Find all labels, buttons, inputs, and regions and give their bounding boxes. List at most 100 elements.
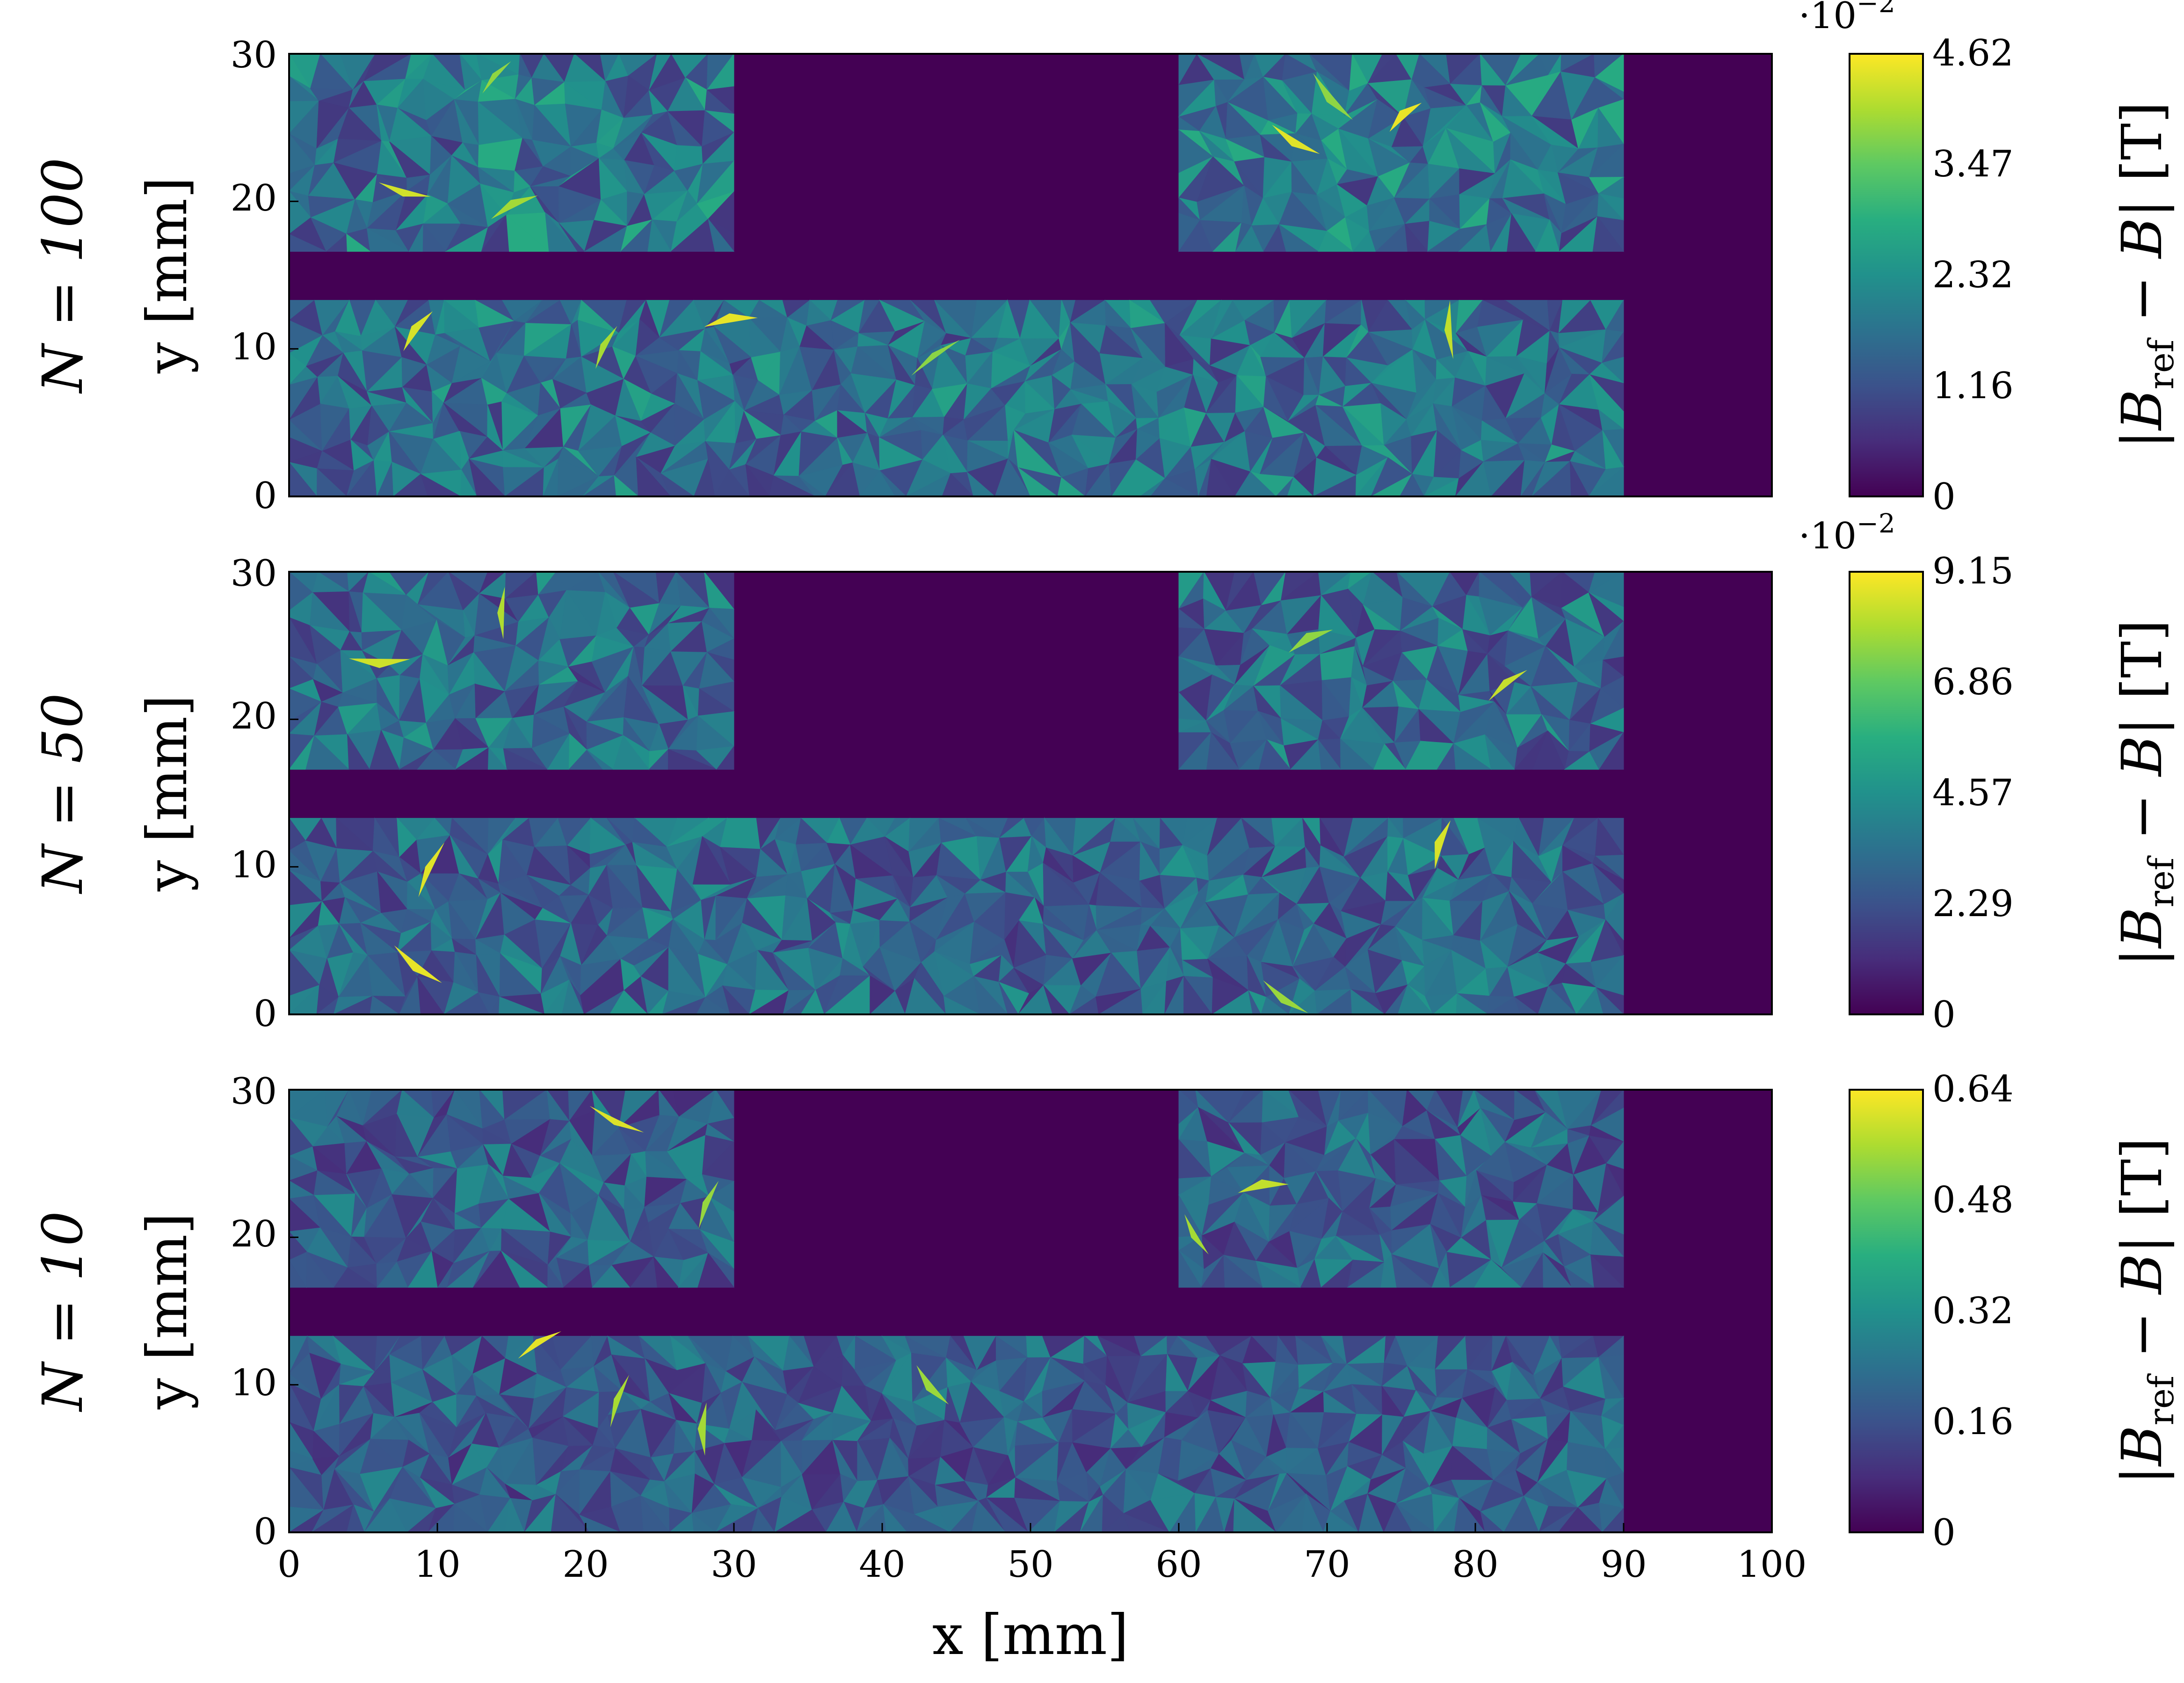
panel-3-colorbar: [1849, 1089, 1924, 1533]
mesh-element: [422, 223, 446, 252]
panel-3-core-bottom: [288, 1331, 1625, 1533]
panel-2-cbar-tick-1: 2.29: [1932, 883, 2014, 925]
panel-1: N = 100 y [mm] 0 10 20 30 0 1.16 2.32 3.…: [30, 0, 2182, 518]
panel-2-cbar-scale: ·10−2: [1799, 509, 1895, 557]
panel-1-cbar-scale: ·10−2: [1799, 0, 1895, 37]
mesh-element: [1206, 732, 1240, 770]
panel-3: N = 10 y [mm] 0 10 20 30 0 10 20 30 40 5…: [30, 1068, 2182, 1667]
mesh-element: [1592, 216, 1624, 252]
panel-2-coil-top-right: [1178, 571, 1625, 771]
mesh-element: [1278, 224, 1319, 252]
panel-1-ytick-30: 30: [231, 34, 277, 76]
panel-1-ytick-20: 20: [231, 177, 277, 219]
mesh-element: [1373, 743, 1407, 770]
mesh-element: [305, 735, 350, 770]
mesh-element: [366, 228, 409, 252]
xtick-10: 10: [414, 1544, 460, 1586]
panel-3-yticks: 0 10 20 30: [231, 1071, 277, 1553]
panel-1-cbar-tick-1: 1.16: [1932, 365, 2014, 407]
panel-2-frame: [288, 571, 1773, 1015]
panel-1-plot: [288, 53, 1773, 497]
panel-2-core-bottom: [288, 817, 1625, 1015]
hotspot-element: [1313, 73, 1353, 120]
xtick-40: 40: [859, 1544, 905, 1586]
panel-3-cbar-tick-4: 0.64: [1932, 1068, 2014, 1110]
hotspot-element: [482, 61, 511, 94]
panel-2-cbar-ticks: 0 2.29 4.57 6.86 9.15: [1932, 550, 2014, 1036]
panel-2-cbar-label: |Bref − B| [T]: [2110, 619, 2182, 967]
panel-3-coil-top-right: [1178, 1089, 1625, 1289]
hotspot-element: [1435, 820, 1451, 869]
mesh-element: [697, 1253, 735, 1288]
panel-1-cbar-label: |Bref − B| [T]: [2110, 102, 2182, 449]
panel-1-cbar-tick-3: 3.47: [1932, 143, 2014, 185]
mesh-element: [1535, 219, 1560, 252]
panel-2-ytick-30: 30: [231, 553, 277, 595]
xtick-80: 80: [1452, 1544, 1498, 1586]
hotspot-element: [394, 945, 442, 983]
mesh-element: [346, 233, 371, 252]
panel-3-cbar-ticks: 0 0.16 0.32 0.48 0.64: [1932, 1068, 2014, 1554]
panel-2-cbar-tick-3: 6.86: [1932, 661, 2014, 703]
mesh-element: [1318, 231, 1354, 252]
panel-3-cbar-tick-1: 0.16: [1932, 1401, 2014, 1443]
panel-3-ytick-0: 0: [254, 1511, 277, 1553]
mesh-element: [647, 219, 672, 252]
panel-3-cbar-tick-0: 0: [1932, 1512, 1956, 1554]
mesh-element: [1404, 223, 1429, 252]
xtick-50: 50: [1007, 1544, 1053, 1586]
panel-2-ytick-10: 10: [231, 844, 277, 886]
hotspot-element: [1263, 980, 1308, 1013]
mesh-element: [503, 748, 548, 770]
mesh-element: [347, 733, 370, 770]
mesh-element: [334, 1267, 378, 1288]
hotspot-element: [1272, 124, 1320, 154]
xtick-0: 0: [277, 1544, 301, 1586]
panel-3-label: N = 10: [30, 1211, 95, 1412]
panel-2: N = 50 y [mm] 0 10 20 30 0 2.29 4.57 6.8…: [30, 509, 2182, 1036]
panel-2-cbar-tick-0: 0: [1932, 994, 1956, 1036]
hotspot-element: [589, 1106, 644, 1133]
hotspot-element: [348, 658, 410, 668]
mesh-element: [369, 729, 400, 770]
panel-3-ytick-20: 20: [231, 1213, 277, 1255]
panel-2-ylabel: y [mm]: [135, 695, 199, 892]
hotspot-element: [378, 182, 431, 197]
panel-3-xticks: 0 10 20 30 40 50 60 70 80 90 100: [277, 1544, 1807, 1586]
panel-1-colorbar: [1849, 53, 1924, 497]
panel-3-ylabel: y [mm]: [135, 1213, 199, 1410]
panel-2-cbar-tick-2: 4.57: [1932, 772, 2014, 814]
panel-1-core-bottom: [288, 299, 1625, 497]
hotspot-element: [497, 587, 505, 640]
hotspot-element: [418, 842, 445, 897]
mesh-element: [587, 750, 614, 770]
hotspot-element: [704, 313, 758, 327]
mesh-element: [1532, 730, 1565, 770]
xtick-60: 60: [1155, 1544, 1202, 1586]
mesh-element: [613, 735, 650, 770]
mesh-element: [1599, 731, 1624, 770]
panel-1-cbar-tick-2: 2.32: [1932, 254, 2014, 296]
mesh-element: [487, 747, 508, 770]
panel-2-cbar-tick-4: 9.15: [1932, 550, 2014, 592]
xtick-20: 20: [562, 1544, 609, 1586]
mesh-element: [653, 1256, 679, 1288]
panel-3-plot: [288, 1089, 1773, 1533]
panel-1-ytick-10: 10: [231, 326, 277, 368]
panel-1-coil-top-left: [288, 53, 735, 253]
mesh-element: [501, 1251, 549, 1288]
panel-1-cbar-ticks: 0 1.16 2.32 3.47 4.62: [1932, 32, 2014, 518]
panel-2-label: N = 50: [30, 693, 95, 894]
panel-3-coil-top-left: [288, 1089, 735, 1289]
panel-3-ytick-30: 30: [231, 1071, 277, 1113]
mesh-element: [306, 1251, 335, 1288]
mesh-element: [559, 223, 585, 252]
hotspot-element: [1288, 629, 1333, 653]
xtick-70: 70: [1304, 1544, 1350, 1586]
panel-3-cbar-tick-2: 0.32: [1932, 1290, 2014, 1332]
mesh-element: [417, 749, 457, 770]
panel-1-ylabel: y [mm]: [135, 177, 199, 374]
panel-2-ytick-20: 20: [231, 695, 277, 737]
hotspot-element: [1389, 102, 1422, 132]
